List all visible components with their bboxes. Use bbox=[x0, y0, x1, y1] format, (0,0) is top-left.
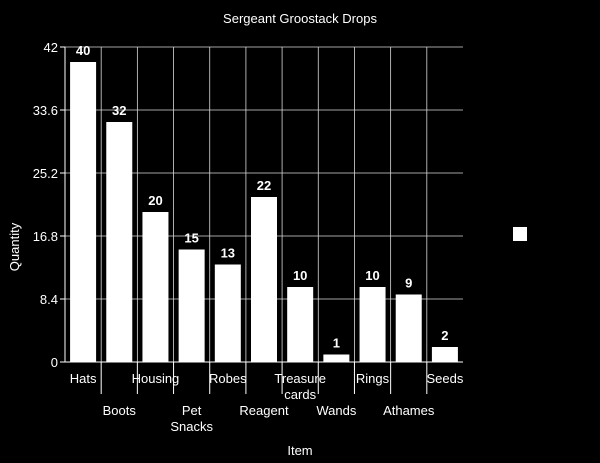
y-tick-label: 0 bbox=[51, 355, 58, 370]
bar-athames bbox=[395, 294, 422, 362]
data-label: 9 bbox=[405, 276, 412, 291]
legend-swatch bbox=[513, 227, 527, 241]
data-label: 32 bbox=[112, 103, 126, 118]
x-tick-label: Hats bbox=[70, 371, 97, 386]
x-tick-label: Housing bbox=[132, 371, 180, 386]
x-tick-label: Boots bbox=[103, 403, 137, 418]
x-tick-label: Wands bbox=[316, 403, 356, 418]
x-tick-label: Treasure cards bbox=[274, 371, 326, 402]
y-tick-label: 33.6 bbox=[33, 103, 58, 118]
x-tick-label: Robes bbox=[209, 371, 247, 386]
bar-housing bbox=[142, 212, 169, 362]
bar-seeds bbox=[431, 347, 458, 362]
x-tick-label: Rings bbox=[356, 371, 390, 386]
x-axis-title: Item bbox=[287, 443, 312, 458]
bar-boots bbox=[106, 122, 133, 362]
bars bbox=[70, 62, 458, 362]
data-label: 13 bbox=[221, 246, 235, 261]
data-label: 10 bbox=[293, 268, 307, 283]
x-tick-label: Pet Snacks bbox=[170, 403, 213, 434]
y-axis-title: Quantity bbox=[7, 222, 22, 271]
y-tick-label: 8.4 bbox=[40, 292, 58, 307]
y-tick-label: 42 bbox=[44, 40, 58, 55]
bar-pet-snacks bbox=[178, 249, 205, 362]
data-label: 22 bbox=[257, 178, 271, 193]
y-axis-ticks: 0 8.4 16.8 25.2 33.6 42 bbox=[33, 40, 65, 370]
x-axis-labels: Hats Boots Housing Pet Snacks Robes ReagentTre… bbox=[70, 362, 464, 434]
data-label: 1 bbox=[333, 336, 340, 351]
data-label: 40 bbox=[76, 43, 90, 58]
bar-rings bbox=[359, 287, 386, 362]
y-tick-label: 25.2 bbox=[33, 166, 58, 181]
bar-reagent bbox=[251, 197, 277, 362]
chart-title: Sergeant Groostack Drops bbox=[223, 11, 377, 26]
bar-wands bbox=[323, 354, 350, 362]
data-label: 20 bbox=[148, 193, 162, 208]
data-label: 15 bbox=[184, 231, 198, 246]
axes bbox=[64, 47, 463, 363]
data-label: 10 bbox=[365, 268, 379, 283]
bar-treasure-cards bbox=[287, 287, 314, 362]
bar-robes bbox=[214, 264, 241, 362]
bar-hats bbox=[70, 62, 97, 362]
x-tick-label: Reagent bbox=[239, 403, 289, 418]
data-labels: 40 32 20 15 13 22 10 1 10 9 2 bbox=[76, 43, 449, 351]
x-tick-label: Athames bbox=[383, 403, 435, 418]
grid bbox=[65, 46, 463, 363]
data-label: 2 bbox=[441, 328, 448, 343]
x-tick-label: Seeds bbox=[426, 371, 463, 386]
y-tick-label: 16.8 bbox=[33, 229, 58, 244]
